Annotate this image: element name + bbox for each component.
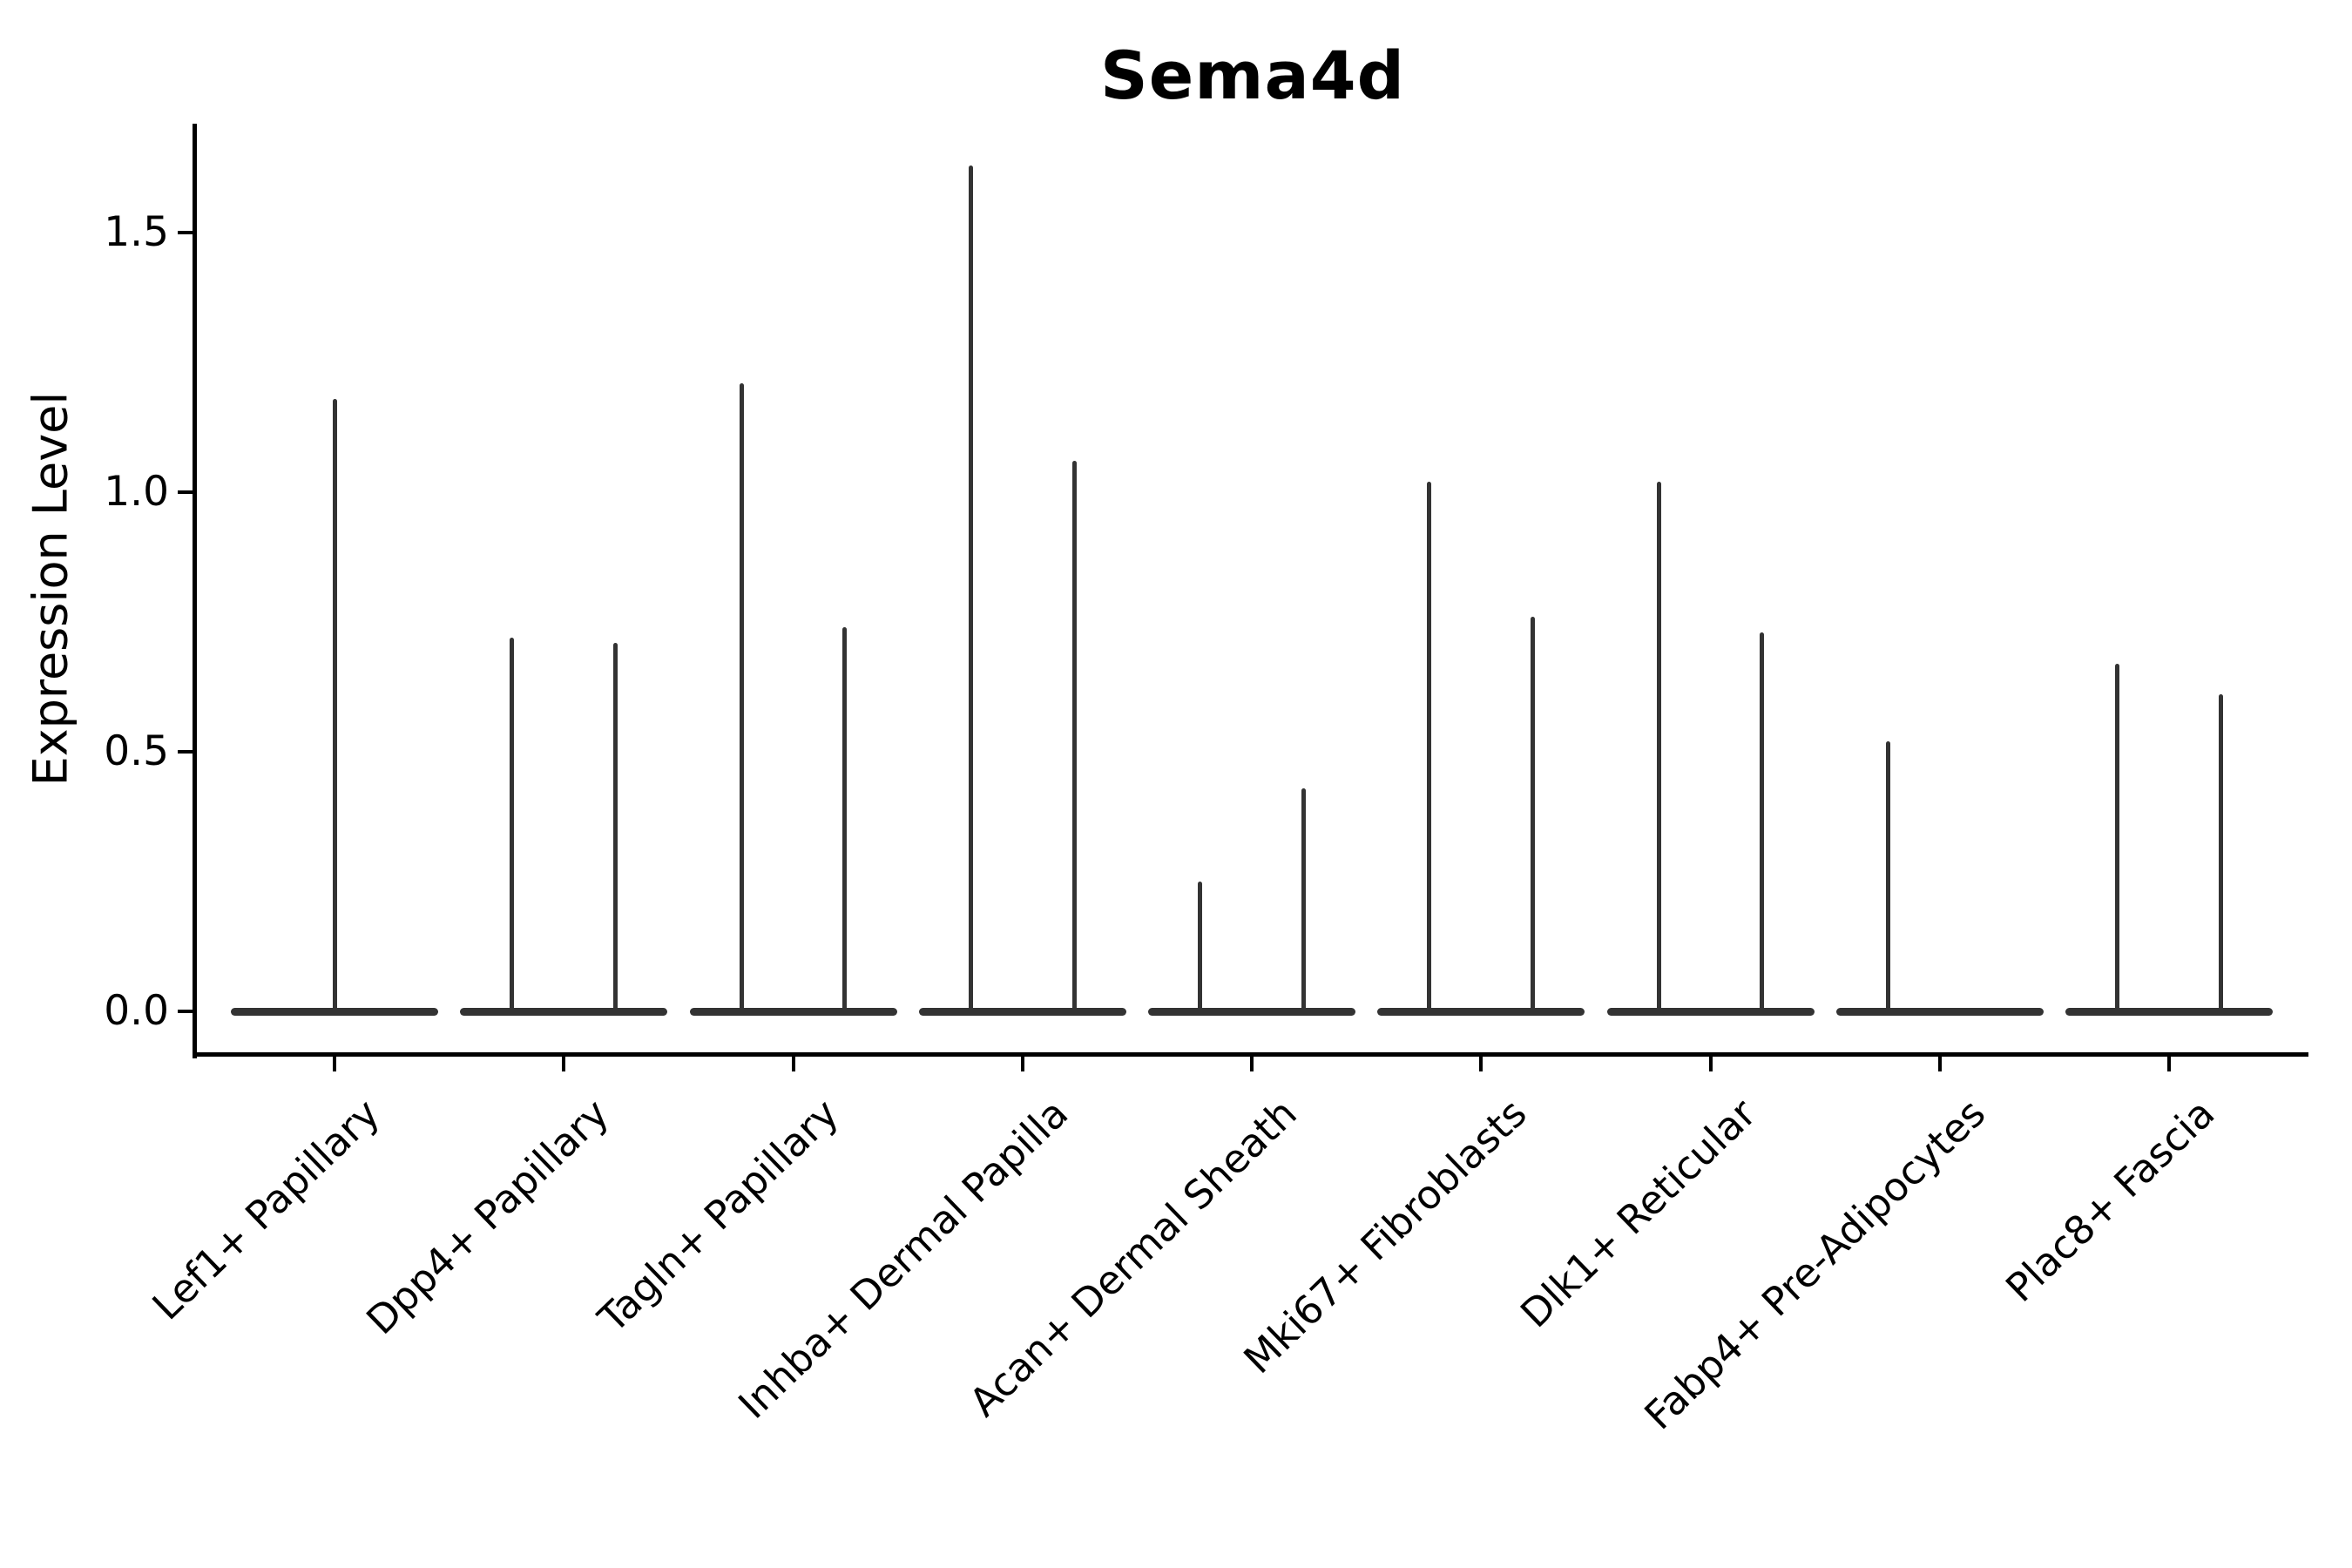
x-tick-label: Plac8+ Fascia <box>1997 1090 2224 1311</box>
violin-spike <box>2218 694 2223 1011</box>
x-tick-label: Lef1+ Papillary <box>143 1090 389 1329</box>
y-tick-label: 0.0 <box>104 987 169 1035</box>
x-tick-mark <box>562 1057 566 1071</box>
chart-title: Sema4d <box>1099 37 1406 114</box>
y-tick-mark <box>178 490 193 494</box>
x-tick-label: Dlk1+ Reticular <box>1511 1090 1765 1337</box>
x-tick-mark <box>333 1057 336 1071</box>
y-tick-label: 1.0 <box>104 468 169 516</box>
violin-spike <box>968 165 973 1011</box>
x-tick-mark <box>1708 1057 1713 1071</box>
violin-spike <box>1198 882 1202 1011</box>
violin-spike <box>739 382 744 1011</box>
y-tick-label: 0.5 <box>104 727 169 775</box>
y-tick-label: 1.5 <box>104 208 169 256</box>
x-tick-mark <box>1250 1057 1254 1071</box>
violin-spike <box>332 398 337 1011</box>
x-tick-label: Dpp4+ Papillary <box>357 1090 618 1344</box>
violin-spike <box>2115 663 2119 1011</box>
y-tick-mark <box>178 231 193 234</box>
x-tick-mark <box>1937 1057 1942 1071</box>
violin-base <box>689 1007 897 1016</box>
x-tick-mark <box>791 1057 795 1071</box>
violin-base <box>1835 1007 2044 1016</box>
violin-base <box>460 1007 668 1016</box>
violin-spike <box>613 642 618 1011</box>
y-tick-mark <box>178 750 193 754</box>
y-axis-spine <box>193 124 197 1058</box>
violin-base <box>2065 1007 2273 1016</box>
violin-spike <box>1301 787 1306 1011</box>
violin-spike <box>1427 482 1432 1011</box>
violin-base <box>1148 1007 1355 1016</box>
violin-spike <box>842 626 848 1011</box>
x-tick-mark <box>1479 1057 1484 1071</box>
violin-spike <box>510 637 515 1011</box>
violin-spike <box>1531 617 1536 1011</box>
x-tick-label: Tagln+ Papillary <box>589 1090 848 1342</box>
violin-spike <box>1656 482 1661 1011</box>
violin-base <box>918 1007 1126 1016</box>
violin-base <box>231 1007 438 1016</box>
violin-base <box>1377 1007 1585 1016</box>
y-axis-label: Expression Level <box>23 391 78 787</box>
violin-base <box>1606 1007 1815 1016</box>
violin-spike <box>1885 741 1890 1011</box>
violin-spike <box>1071 461 1077 1011</box>
x-axis-spine <box>193 1052 2308 1057</box>
x-tick-mark <box>2167 1057 2171 1071</box>
x-tick-mark <box>1020 1057 1024 1071</box>
y-tick-mark <box>178 1010 193 1013</box>
violin-spike <box>1760 632 1765 1011</box>
